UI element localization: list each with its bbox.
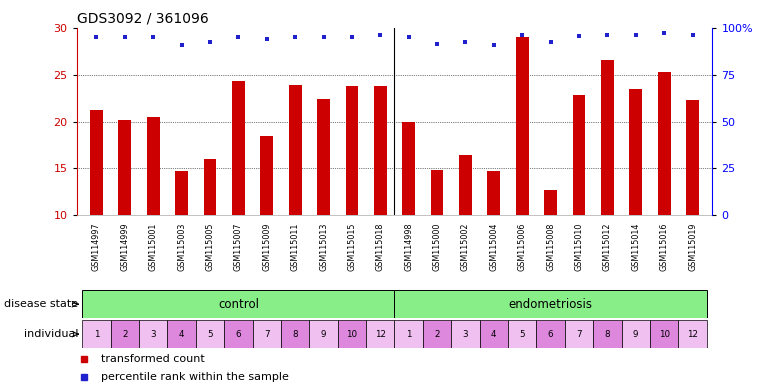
Text: 6: 6: [548, 329, 553, 339]
Text: 3: 3: [150, 329, 156, 339]
Bar: [175, 171, 188, 215]
Text: 10: 10: [659, 329, 669, 339]
Text: control: control: [218, 298, 259, 311]
Bar: [423, 320, 451, 348]
Text: GDS3092 / 361096: GDS3092 / 361096: [77, 12, 208, 25]
Bar: [232, 81, 245, 215]
Bar: [459, 155, 472, 215]
Bar: [394, 290, 707, 318]
Bar: [253, 320, 281, 348]
Bar: [82, 320, 110, 348]
Bar: [621, 320, 650, 348]
Bar: [544, 190, 557, 215]
Text: 3: 3: [463, 329, 468, 339]
Text: 4: 4: [179, 329, 185, 339]
Bar: [260, 136, 273, 215]
Bar: [366, 320, 394, 348]
Bar: [317, 99, 330, 215]
Text: 5: 5: [519, 329, 525, 339]
Bar: [480, 320, 508, 348]
Text: 9: 9: [321, 329, 326, 339]
Bar: [650, 320, 679, 348]
Bar: [430, 170, 444, 215]
Text: 2: 2: [434, 329, 440, 339]
Text: 2: 2: [122, 329, 128, 339]
Text: 5: 5: [207, 329, 213, 339]
Bar: [204, 159, 216, 215]
Bar: [394, 320, 423, 348]
Bar: [658, 72, 670, 215]
Bar: [679, 320, 707, 348]
Bar: [345, 86, 358, 215]
Bar: [630, 89, 642, 215]
Bar: [139, 320, 168, 348]
Bar: [374, 86, 387, 215]
Text: disease state: disease state: [4, 299, 78, 309]
Text: endometriosis: endometriosis: [509, 298, 593, 311]
Text: 4: 4: [491, 329, 496, 339]
Bar: [119, 120, 131, 215]
Bar: [565, 320, 593, 348]
Bar: [338, 320, 366, 348]
Bar: [168, 320, 196, 348]
Text: individual: individual: [24, 329, 78, 339]
Text: 8: 8: [293, 329, 298, 339]
Text: 12: 12: [375, 329, 386, 339]
Text: 1: 1: [93, 329, 100, 339]
Text: 1: 1: [406, 329, 411, 339]
Text: 9: 9: [633, 329, 639, 339]
Text: 7: 7: [576, 329, 582, 339]
Text: 6: 6: [236, 329, 241, 339]
Text: transformed count: transformed count: [101, 354, 205, 364]
Bar: [147, 117, 159, 215]
Bar: [224, 320, 253, 348]
Bar: [536, 320, 565, 348]
Bar: [90, 110, 103, 215]
Text: percentile rank within the sample: percentile rank within the sample: [101, 372, 289, 382]
Bar: [196, 320, 224, 348]
Text: 7: 7: [264, 329, 270, 339]
Bar: [309, 320, 338, 348]
Bar: [281, 320, 309, 348]
Text: 10: 10: [346, 329, 358, 339]
Bar: [593, 320, 621, 348]
Bar: [601, 60, 614, 215]
Bar: [82, 290, 394, 318]
Bar: [402, 122, 415, 215]
Bar: [516, 37, 529, 215]
Text: 8: 8: [604, 329, 611, 339]
Bar: [686, 100, 699, 215]
Bar: [573, 95, 585, 215]
Bar: [289, 85, 302, 215]
Bar: [508, 320, 536, 348]
Bar: [451, 320, 480, 348]
Text: 12: 12: [687, 329, 698, 339]
Bar: [110, 320, 139, 348]
Bar: [487, 171, 500, 215]
